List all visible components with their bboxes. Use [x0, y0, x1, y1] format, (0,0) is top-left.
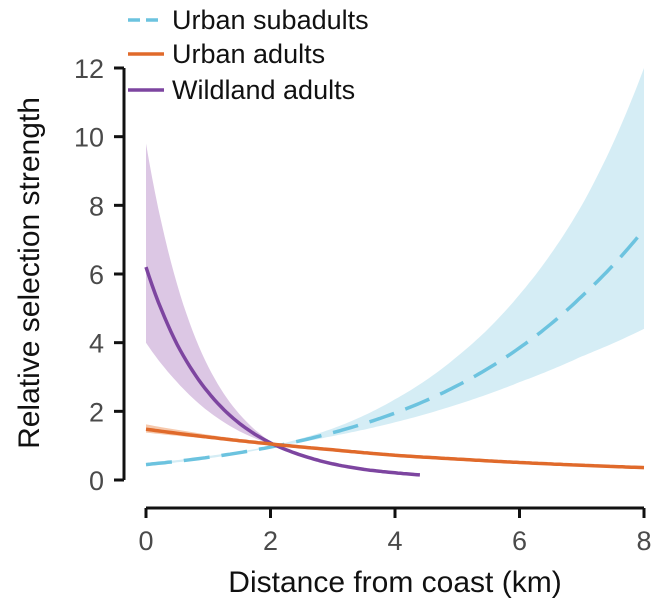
legend: Urban subadults Urban adults Wildland adul… [128, 5, 369, 105]
y-tick-label: 2 [89, 397, 104, 427]
band-urban-adults [146, 424, 644, 469]
y-tick-label: 0 [89, 466, 104, 496]
legend-label-urban-adults: Urban adults [172, 39, 325, 69]
y-tick-label: 4 [89, 329, 104, 359]
line-urban-subadults [145, 228, 646, 467]
x-axis-title: Distance from coast (km) [228, 566, 561, 599]
x-tick-label: 0 [138, 526, 153, 556]
x-tick-label: 6 [512, 526, 527, 556]
y-ticks: 0 2 4 6 8 10 12 [74, 54, 124, 496]
y-tick-label: 10 [74, 123, 104, 153]
confidence-bands [146, 68, 644, 476]
y-axis-title: Relative selection strength [13, 97, 46, 449]
legend-label-wildland-adults: Wildland adults [172, 75, 355, 105]
y-tick-label: 12 [74, 54, 104, 84]
y-tick-label: 6 [89, 260, 104, 290]
x-ticks: 0 2 4 6 8 [138, 508, 652, 556]
band-urban-subadults [146, 68, 644, 466]
band-wildland-adults [146, 143, 420, 476]
x-tick-label: 2 [263, 526, 278, 556]
x-tick-label: 8 [636, 526, 651, 556]
line-wildland-adults [144, 266, 421, 477]
y-tick-label: 8 [89, 191, 104, 221]
series-lines [144, 228, 646, 477]
legend-label-urban-subadults: Urban subadults [172, 5, 369, 35]
x-tick-label: 4 [387, 526, 402, 556]
line-urban-adults [145, 427, 645, 470]
